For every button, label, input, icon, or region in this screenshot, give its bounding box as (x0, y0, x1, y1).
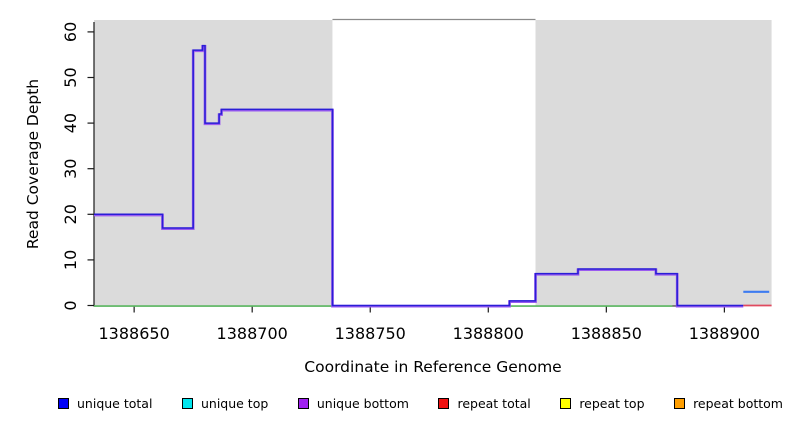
legend-swatch-icon (58, 398, 69, 409)
y-tick-label: 20 (61, 204, 80, 224)
x-axis-label: Coordinate in Reference Genome (304, 358, 562, 376)
legend-swatch-icon (674, 398, 686, 409)
legend-swatch-icon (560, 398, 572, 409)
legend-label: repeat top (579, 396, 645, 411)
legend-item-repeat-total: repeat total (438, 396, 531, 411)
y-tick-label: 10 (61, 250, 80, 270)
legend-swatch-icon (438, 398, 450, 409)
series-unique-total (94, 44, 744, 307)
y-axis-label: Read Coverage Depth (24, 78, 42, 250)
y-tick-label: 0 (61, 300, 80, 310)
x-tick-label: 1388800 (453, 324, 524, 343)
coverage-chart: 1388650 1388700 1388750 1388800 1388850 13889… (61, 18, 772, 343)
y-tick-label: 60 (61, 22, 80, 42)
legend-swatch-icon (181, 398, 193, 409)
x-tick-label: 1388700 (217, 324, 288, 343)
x-tick-label: 1388750 (335, 324, 406, 343)
legend-label: unique total (77, 396, 153, 411)
legend-label: repeat total (457, 396, 531, 411)
x-tick-label: 1388650 (99, 324, 170, 343)
shaded-region-right (535, 20, 772, 306)
y-tick-label: 40 (61, 113, 80, 133)
y-tick-label: 50 (61, 67, 80, 87)
legend-label: repeat bottom (693, 396, 783, 411)
x-tick-label: 1388900 (689, 324, 760, 343)
chart-legend: unique total unique top unique bottom repea… (58, 396, 783, 411)
y-tick-label: 30 (61, 159, 80, 179)
x-tick-label: 1388850 (571, 324, 642, 343)
legend-label: unique bottom (316, 396, 409, 411)
legend-item-repeat-bottom: repeat bottom (674, 396, 783, 411)
white-gap-region (332, 20, 536, 306)
legend-label: unique top (200, 396, 269, 411)
legend-item-repeat-top: repeat top (560, 396, 645, 411)
shaded-region-left (94, 20, 333, 306)
legend-item-unique-bottom: unique bottom (297, 396, 409, 411)
legend-swatch-icon (297, 398, 309, 409)
legend-item-unique-top: unique top (181, 396, 269, 411)
legend-item-unique-total: unique total (58, 396, 152, 411)
